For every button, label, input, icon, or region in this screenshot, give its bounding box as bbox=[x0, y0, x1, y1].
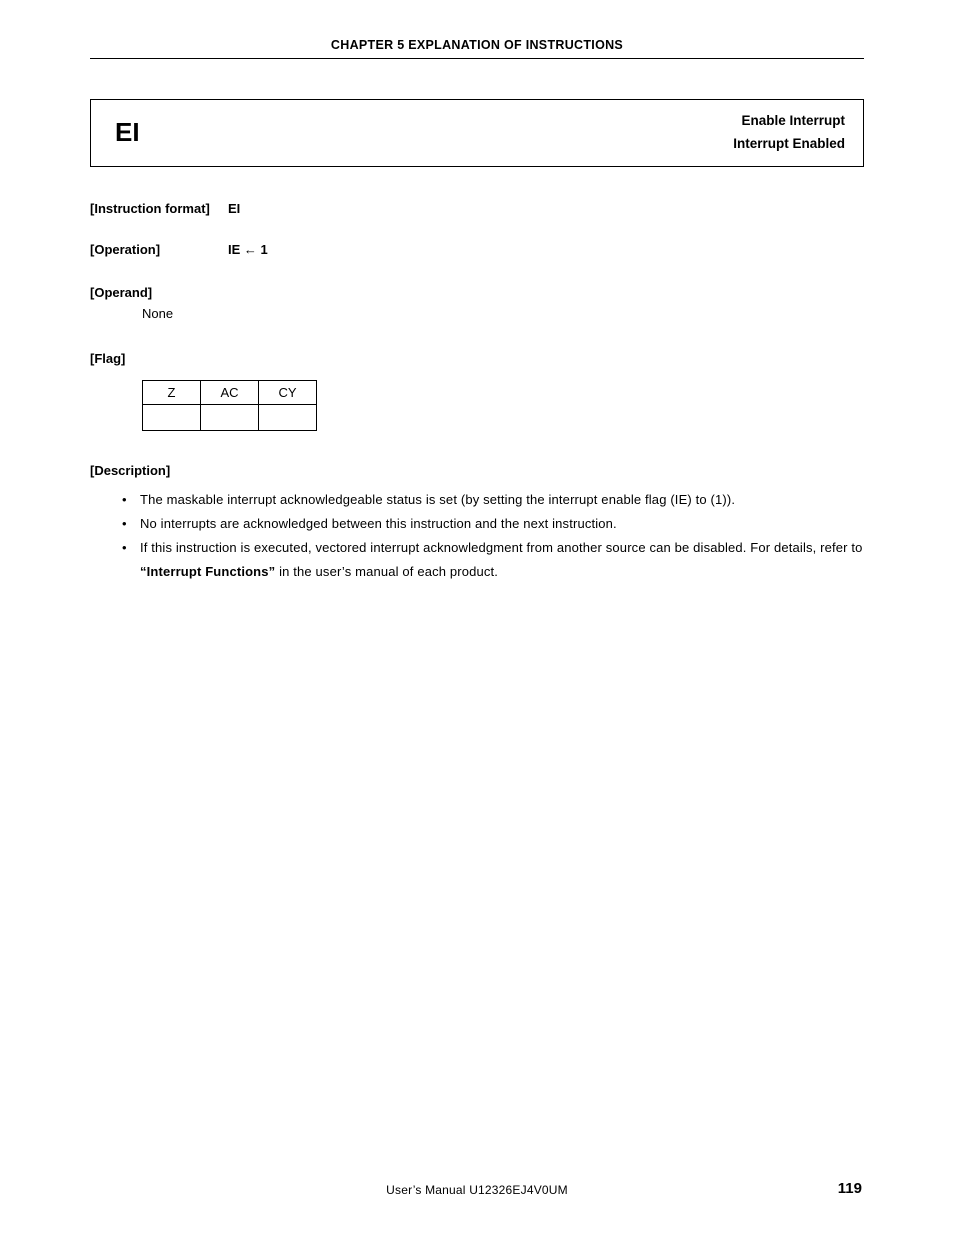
flag-table: Z AC CY bbox=[142, 380, 317, 431]
flag-table-header-row: Z AC CY bbox=[143, 380, 317, 404]
flag-val-ac bbox=[201, 404, 259, 430]
description-label: [Description] bbox=[90, 463, 864, 478]
operand-value: None bbox=[90, 306, 864, 321]
flag-col-ac: AC bbox=[201, 380, 259, 404]
flag-label: [Flag] bbox=[90, 351, 864, 366]
bullet-text: The maskable interrupt acknowledgeable s… bbox=[140, 492, 735, 507]
page-footer: User’s Manual U12326EJ4V0UM 119 bbox=[0, 1183, 954, 1197]
flag-col-cy: CY bbox=[259, 380, 317, 404]
flag-val-z bbox=[143, 404, 201, 430]
flag-val-cy bbox=[259, 404, 317, 430]
chapter-header: CHAPTER 5 EXPLANATION OF INSTRUCTIONS bbox=[90, 38, 864, 52]
description-bullet: No interrupts are acknowledged between t… bbox=[120, 512, 864, 536]
footer-page-number: 119 bbox=[838, 1180, 862, 1197]
operand-block: [Operand] None bbox=[90, 285, 864, 321]
instruction-format-value: EI bbox=[228, 201, 240, 216]
bullet-text-bold: “Interrupt Functions” bbox=[140, 564, 275, 579]
operation-label: [Operation] bbox=[90, 242, 228, 257]
operand-label: [Operand] bbox=[90, 285, 864, 300]
operation-value: IE ← 1 bbox=[228, 242, 268, 257]
description-bullet: If this instruction is executed, vectore… bbox=[120, 536, 864, 584]
bullet-text-post: in the user’s manual of each product. bbox=[275, 564, 498, 579]
instruction-mnemonic: EI bbox=[109, 117, 140, 148]
bullet-text: No interrupts are acknowledged between t… bbox=[140, 516, 617, 531]
page: CHAPTER 5 EXPLANATION OF INSTRUCTIONS EI… bbox=[0, 0, 954, 1235]
instruction-title-right: Enable Interrupt Interrupt Enabled bbox=[733, 110, 845, 156]
header-rule bbox=[90, 58, 864, 59]
flag-col-z: Z bbox=[143, 380, 201, 404]
bullet-text-pre: If this instruction is executed, vectore… bbox=[140, 540, 863, 555]
footer-manual-id: User’s Manual U12326EJ4V0UM bbox=[0, 1183, 954, 1197]
instruction-format-row: [Instruction format] EI bbox=[90, 201, 864, 216]
instruction-title-box: EI Enable Interrupt Interrupt Enabled bbox=[90, 99, 864, 167]
flag-table-value-row bbox=[143, 404, 317, 430]
instruction-english-name: Enable Interrupt bbox=[733, 110, 845, 133]
description-bullet: The maskable interrupt acknowledgeable s… bbox=[120, 488, 864, 512]
instruction-function-name: Interrupt Enabled bbox=[733, 133, 845, 156]
operation-row: [Operation] IE ← 1 bbox=[90, 242, 864, 257]
instruction-format-label: [Instruction format] bbox=[90, 201, 228, 216]
description-list: The maskable interrupt acknowledgeable s… bbox=[90, 488, 864, 584]
